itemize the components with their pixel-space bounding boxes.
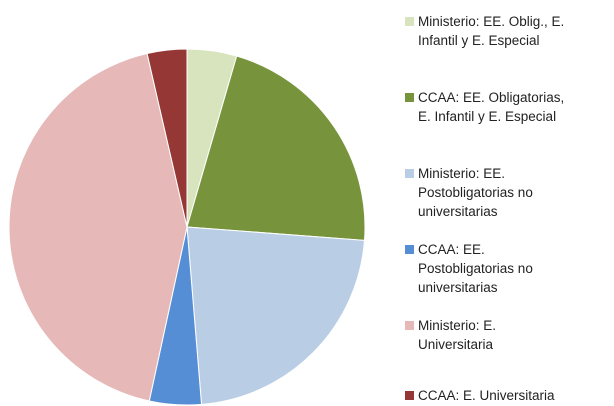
legend-item: Ministerio: EE. Postobligatorias no univ… xyxy=(405,164,575,221)
legend-item: CCAA: EE. Postobligatorias no universita… xyxy=(405,240,575,297)
pie-slice xyxy=(186,55,366,241)
legend-label: CCAA: EE. Postobligatorias no universita… xyxy=(418,242,533,295)
legend-label: CCAA: E. Universitaria xyxy=(418,388,555,403)
legend-swatch xyxy=(405,93,414,102)
legend-label: Ministerio: E. Universitaria xyxy=(418,318,497,352)
legend-label: Ministerio: EE. Oblig., E. Infantil y E.… xyxy=(418,14,565,48)
legend-label: CCAA: EE. Obligatorias, E. Infantil y E.… xyxy=(418,90,565,124)
pie-slice xyxy=(8,52,188,402)
pie-slice xyxy=(186,226,366,405)
legend-label: Ministerio: EE. Postobligatorias no univ… xyxy=(418,166,533,219)
legend-item: Ministerio: EE. Oblig., E. Infantil y E.… xyxy=(405,12,605,50)
legend-item: CCAA: EE. Obligatorias, E. Infantil y E.… xyxy=(405,88,570,126)
legend-item: Ministerio: E. Universitaria xyxy=(405,316,525,354)
legend-swatch xyxy=(405,17,414,26)
pie-slice xyxy=(146,48,188,228)
pie-chart xyxy=(8,48,366,406)
legend-swatch xyxy=(405,321,414,330)
legend-swatch xyxy=(405,245,414,254)
legend-swatch xyxy=(405,391,414,400)
legend-swatch xyxy=(405,169,414,178)
legend-item: CCAA: E. Universitaria xyxy=(405,386,610,405)
